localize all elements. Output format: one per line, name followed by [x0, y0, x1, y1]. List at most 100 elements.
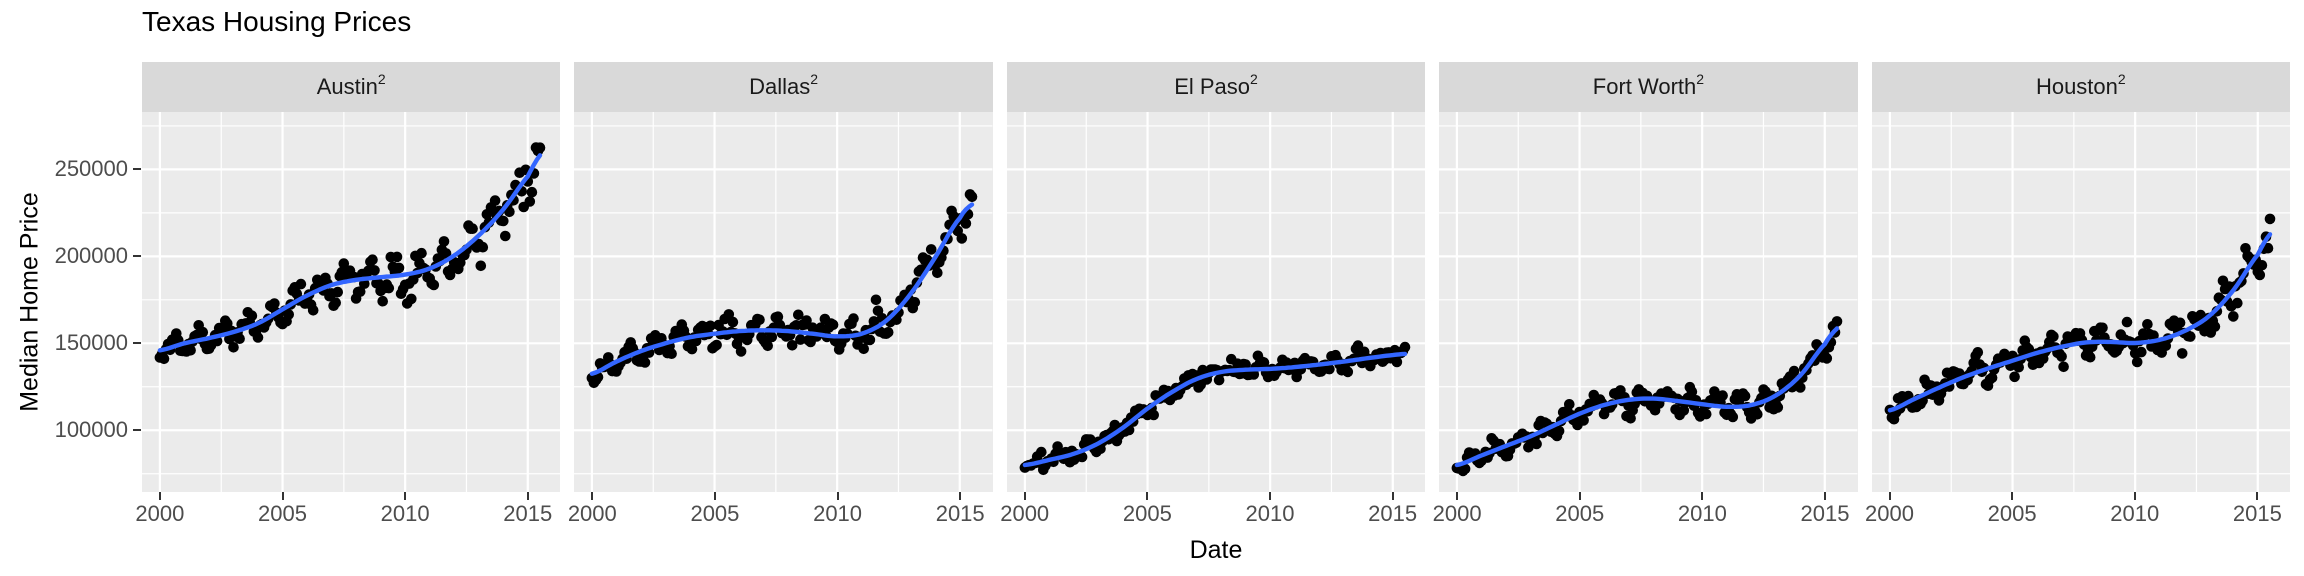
- data-point: [1986, 372, 1998, 384]
- data-point: [2131, 356, 2143, 368]
- y-axis: 100000 150000 200000 250000: [0, 0, 128, 576]
- data-point: [2055, 351, 2067, 362]
- data-point: [909, 297, 921, 308]
- facet-strip: Austin2: [142, 62, 561, 112]
- x-tick-mark: [1146, 492, 1149, 500]
- x-tick-label: 2000: [135, 501, 185, 526]
- facet-strip: El Paso2: [1006, 62, 1426, 112]
- x-tick-label: 2010: [1245, 501, 1295, 526]
- data-point: [269, 298, 280, 309]
- facet-strip-label: Austin2: [316, 70, 386, 99]
- plot-panel: [1871, 112, 2291, 492]
- data-point: [307, 305, 319, 316]
- x-tick-mark: [1824, 492, 1826, 500]
- data-point: [1752, 409, 1763, 420]
- x-tick-mark: [1268, 492, 1271, 500]
- data-point: [666, 348, 678, 359]
- data-point: [1554, 425, 1565, 437]
- data-point: [1578, 415, 1590, 426]
- y-tick-mark: [133, 429, 141, 432]
- data-point: [1740, 390, 1751, 402]
- data-point: [2047, 331, 2059, 342]
- x-tick-label: 2015: [2232, 501, 2282, 526]
- data-point: [428, 279, 440, 291]
- x-tick-label: 2015: [1368, 501, 1418, 526]
- data-point: [766, 331, 778, 343]
- data-point: [440, 248, 452, 259]
- data-point: [1531, 438, 1543, 450]
- facet-strip-exponent: 2: [1250, 70, 1258, 87]
- y-tick-label: 100000: [54, 417, 128, 443]
- data-point: [330, 297, 342, 308]
- data-point: [416, 247, 427, 259]
- data-point: [2264, 213, 2275, 225]
- data-point: [500, 230, 511, 242]
- data-point: [1972, 347, 1983, 358]
- data-point: [687, 343, 698, 355]
- data-point: [801, 315, 813, 326]
- smooth-line: [1887, 232, 2272, 413]
- data-point: [956, 233, 968, 244]
- x-tick-label: 2010: [813, 501, 863, 526]
- x-tick-label: 2005: [690, 501, 740, 526]
- x-tick-label: 2000: [1432, 501, 1482, 526]
- x-tick-mark: [2011, 492, 2014, 500]
- data-point: [383, 282, 395, 294]
- facet-austin: Austin2 2000 2005 2010 2015: [135, 62, 561, 528]
- data-point: [848, 313, 860, 324]
- x-tick-mark: [1391, 492, 1394, 500]
- panel-svg: [1439, 112, 1858, 492]
- data-point: [711, 339, 723, 351]
- data-point: [391, 251, 403, 263]
- facet-houston: Houston2 2000 2005 2010 2015: [1865, 62, 2291, 528]
- y-tick-mark: [133, 342, 141, 345]
- data-point: [489, 195, 501, 206]
- x-tick-mark: [591, 492, 594, 500]
- data-point: [1258, 357, 1270, 368]
- data-point: [185, 345, 196, 356]
- data-point: [526, 186, 538, 198]
- y-tick-label: 250000: [54, 156, 128, 182]
- data-point: [1709, 386, 1720, 397]
- facet-strip-exponent: 2: [810, 70, 819, 87]
- data-point: [793, 309, 805, 321]
- data-point: [1701, 408, 1712, 420]
- data-point: [1821, 353, 1833, 364]
- data-point: [369, 265, 380, 276]
- data-point: [1831, 316, 1843, 327]
- data-point: [795, 334, 807, 345]
- data-point: [2231, 297, 2243, 309]
- data-point: [406, 293, 417, 305]
- data-point: [858, 343, 870, 355]
- x-tick-mark: [1701, 492, 1704, 500]
- data-point: [2008, 371, 2020, 383]
- data-point: [295, 278, 307, 290]
- x-tick-label: 2015: [935, 501, 985, 526]
- plot-panel: [574, 112, 993, 492]
- x-tick-mark: [281, 492, 284, 500]
- data-point: [228, 342, 239, 353]
- data-point: [1035, 446, 1047, 458]
- x-tick-label: 2000: [1000, 501, 1050, 526]
- data-point: [2176, 348, 2188, 359]
- data-point: [728, 316, 739, 328]
- chart-title: Texas Housing Prices: [142, 6, 412, 37]
- data-point: [932, 267, 944, 279]
- x-axis: 2000 2005 2010 2015: [135, 492, 560, 528]
- data-point: [1772, 402, 1784, 413]
- x-tick-label: 2005: [1122, 501, 1172, 526]
- data-point: [504, 206, 515, 218]
- x-axis: 2000 2005 2010 2015: [1433, 492, 1857, 528]
- data-point: [2096, 322, 2108, 334]
- panel-svg: [1006, 112, 1426, 492]
- x-tick-mark: [2133, 492, 2136, 500]
- y-tick-mark: [133, 168, 141, 171]
- data-point: [865, 334, 876, 346]
- data-point: [787, 340, 798, 351]
- facet-strip: Fort Worth2: [1439, 62, 1858, 112]
- data-point: [524, 196, 536, 207]
- data-point: [1727, 411, 1739, 423]
- data-point: [2013, 361, 2024, 373]
- x-tick-mark: [1456, 492, 1459, 500]
- data-point: [393, 262, 405, 274]
